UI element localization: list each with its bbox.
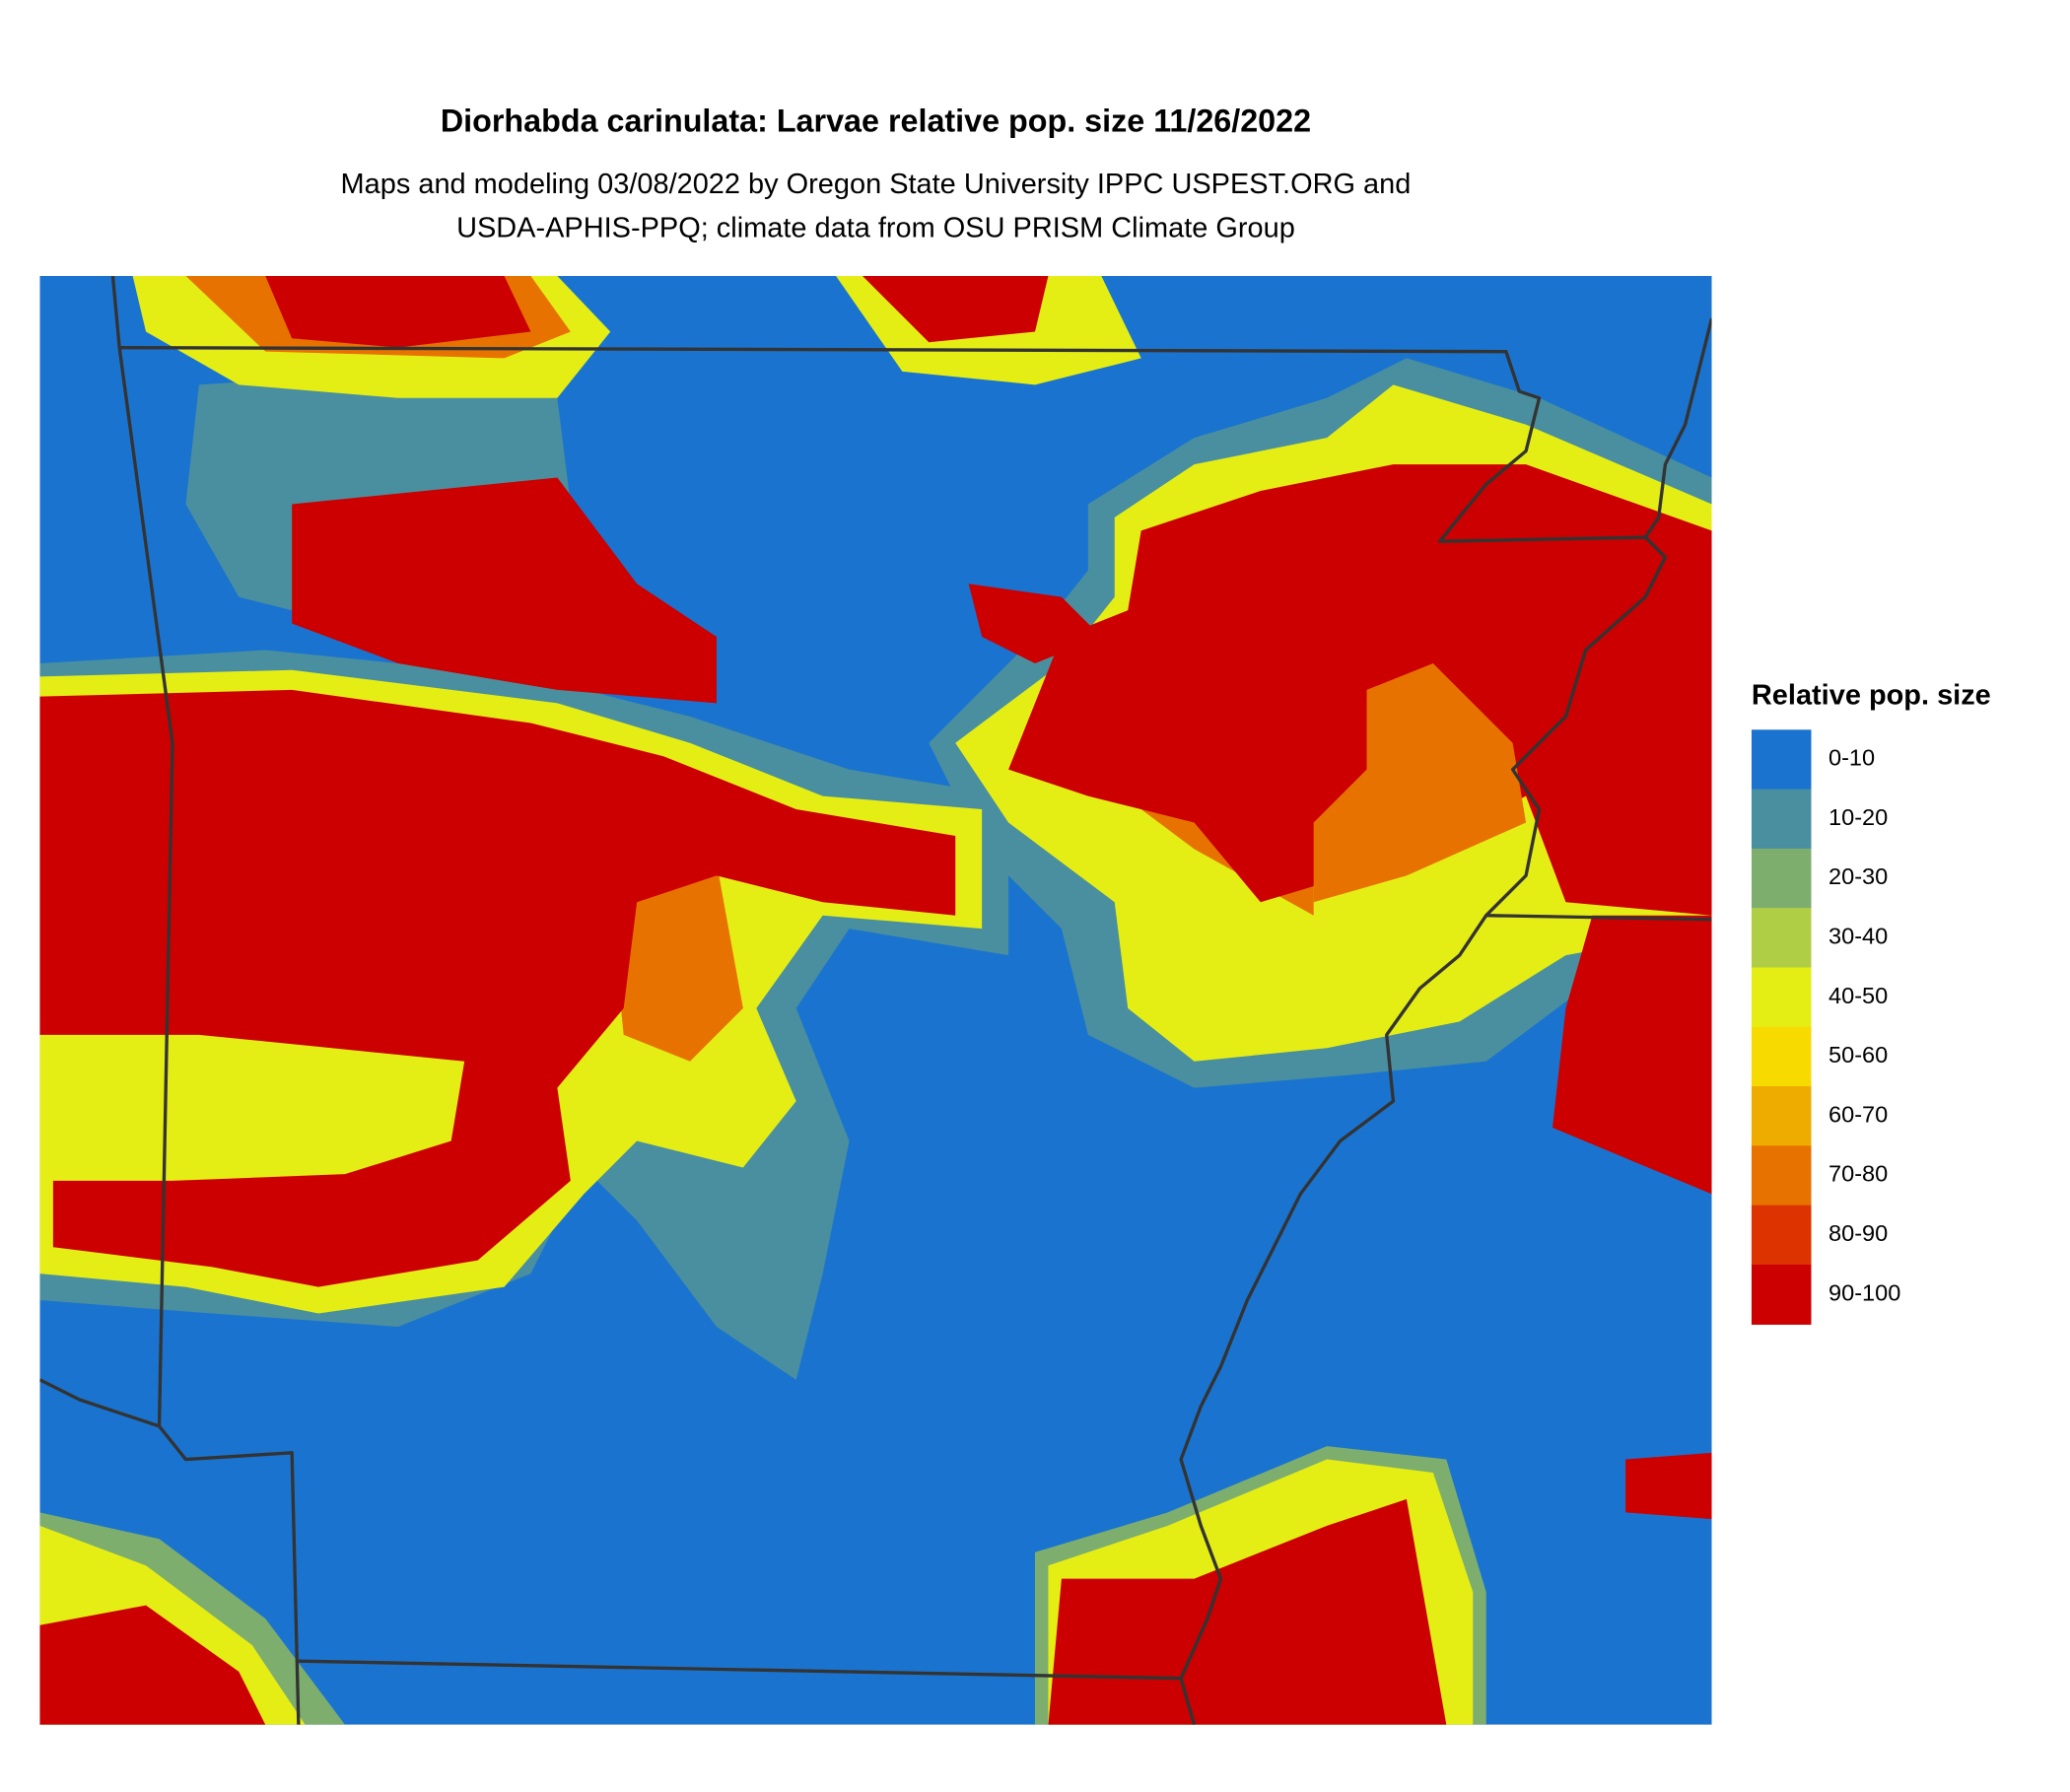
legend-label: 70-80 (1828, 1161, 1888, 1187)
legend: 0-10 10-20 20-30 30-40 40-50 50-60 60-70 70-80 8… (1751, 729, 1900, 1325)
legend-label: 0-10 (1828, 745, 1875, 771)
map-region (1048, 1498, 1447, 1725)
legend-label: 90-100 (1828, 1279, 1900, 1305)
legend-swatch (1751, 908, 1812, 969)
legend-swatch (1751, 729, 1812, 791)
legend-title: Relative pop. size (1752, 679, 1991, 711)
map-raster (39, 275, 1712, 1725)
map-region (862, 275, 1049, 343)
legend-swatch (1751, 1086, 1812, 1147)
legend-label: 60-70 (1828, 1101, 1888, 1127)
legend-swatch (1751, 1264, 1812, 1325)
map-title: Diorhabda carinulata: Larvae relative po… (441, 103, 1311, 139)
legend-label: 10-20 (1828, 804, 1888, 830)
state-border (39, 1378, 161, 1428)
legend-swatch (1751, 1205, 1812, 1266)
legend-label: 30-40 (1828, 924, 1888, 949)
map-region (1625, 1452, 1712, 1520)
legend-label: 20-30 (1828, 863, 1888, 889)
legend-swatch (1751, 789, 1812, 850)
map-region (1313, 662, 1527, 903)
state-border (110, 275, 1712, 922)
legend-swatch (1751, 1026, 1812, 1087)
map-region (610, 862, 743, 1062)
legend-label: 50-60 (1828, 1042, 1888, 1068)
map-region (39, 1605, 266, 1725)
map-subtitle: Maps and modeling 03/08/2022 by Oregon S… (341, 169, 1412, 200)
map-subtitle: USDA-APHIS-PPQ; climate data from OSU PR… (456, 212, 1295, 243)
map-region (292, 477, 717, 704)
state-border (117, 347, 301, 1725)
map-region (39, 689, 956, 1287)
legend-swatch (1751, 967, 1812, 1028)
legend-swatch (1751, 848, 1812, 909)
legend-swatch (1751, 1145, 1812, 1206)
state-border (1179, 914, 1488, 1680)
legend-label: 80-90 (1828, 1220, 1888, 1246)
state-border (1643, 317, 1712, 539)
map-region (1552, 915, 1712, 1195)
legend-label: 40-50 (1828, 983, 1888, 1008)
map-region (265, 275, 531, 348)
